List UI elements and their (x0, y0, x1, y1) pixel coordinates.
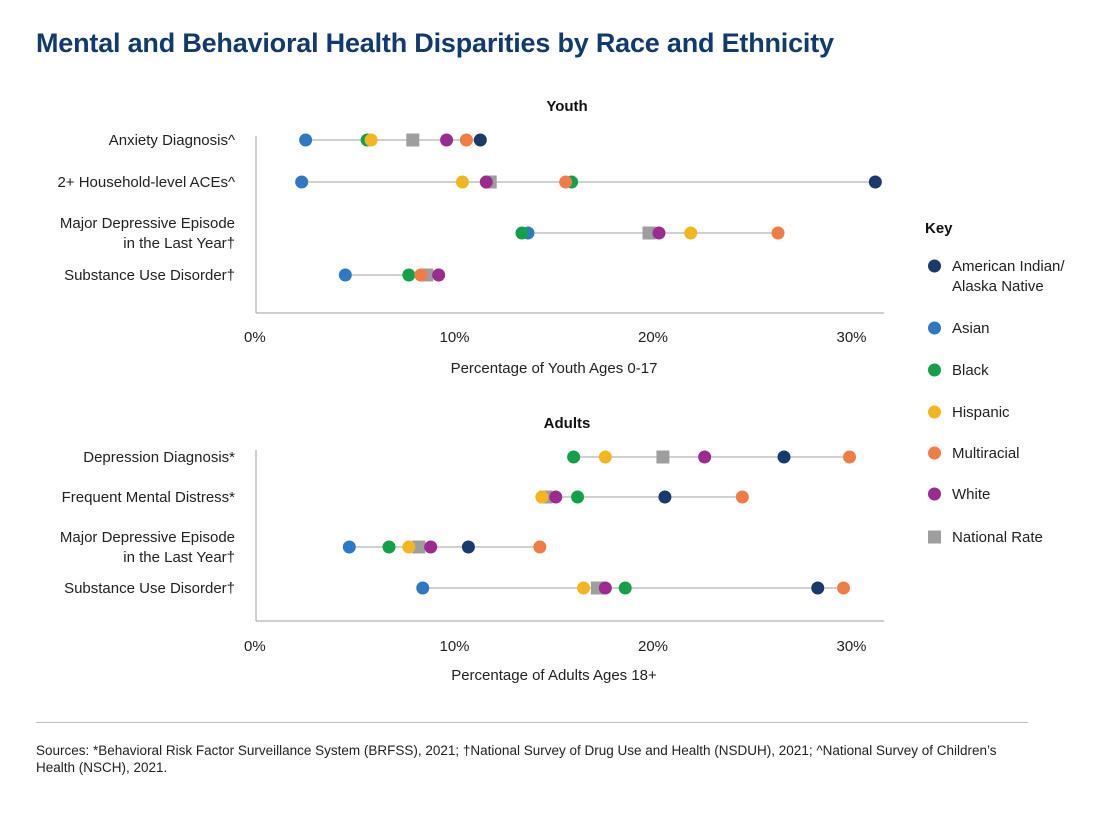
adults-asian-point (416, 581, 430, 595)
adults-category-label: Substance Use Disorder† (64, 580, 235, 597)
divider (36, 722, 1028, 723)
youth-category-label: Substance Use Disorder† (64, 267, 235, 284)
youth-hispanic-point (684, 226, 698, 240)
youth-asian-point (295, 175, 309, 189)
adults-black-point (571, 490, 585, 504)
key-swatch-asian (928, 321, 941, 335)
adults-black-point (618, 581, 632, 595)
youth-multiracial-point (414, 268, 428, 282)
key-label-national: National Rate (952, 529, 1043, 546)
youth-white-point (652, 226, 666, 240)
page-title: Mental and Behavioral Health Disparities… (36, 28, 834, 58)
youth-national-rate-marker (406, 133, 420, 147)
adults-tick-label: 10% (439, 638, 469, 655)
key-swatch-black (928, 363, 941, 377)
key-label-aian: American Indian/ (952, 258, 1065, 275)
adults-asian-point (342, 540, 356, 554)
adults-tick-label: 30% (836, 638, 866, 655)
adults-category-label: Depression Diagnosis* (83, 449, 235, 466)
adults-x-axis-title: Percentage of Adults Ages 18+ (451, 667, 657, 684)
youth-aian-point (473, 133, 487, 147)
youth-tick-label: 0% (244, 329, 266, 346)
adults-aian-point (461, 540, 475, 554)
youth-category-label: Anxiety Diagnosis^ (109, 132, 235, 149)
sources-note: Sources: *Behavioral Risk Factor Surveil… (36, 743, 997, 775)
adults-white-point (598, 581, 612, 595)
key-label-aian: Alaska Native (952, 278, 1044, 295)
youth-asian-point (299, 133, 313, 147)
youth-multiracial-point (459, 133, 473, 147)
youth-tick-label: 30% (836, 329, 866, 346)
adults-hispanic-point (598, 450, 612, 464)
adults-white-point (549, 490, 563, 504)
youth-multiracial-point (559, 175, 573, 189)
key-label-white: White (952, 486, 990, 503)
adults-tick-label: 0% (244, 638, 266, 655)
youth-white-point (432, 268, 446, 282)
adults-aian-point (658, 490, 672, 504)
dot-plot-chart: Youth 0% 10% 20% 30% Percentage of Youth Ages… (57, 98, 1065, 684)
youth-category-label: 2+ Household-level ACEs^ (57, 174, 235, 191)
adults-multiracial-point (843, 450, 857, 464)
youth-asian-point (338, 268, 352, 282)
adults-hispanic-point (402, 540, 416, 554)
youth-tick-label: 10% (439, 329, 469, 346)
adults-white-point (424, 540, 438, 554)
adults-national-rate-marker (412, 540, 426, 554)
adults-multiracial-point (837, 581, 851, 595)
adults-aian-point (811, 581, 825, 595)
key-label-multiracial: Multiracial (952, 445, 1020, 462)
adults-category-label: Frequent Mental Distress* (62, 489, 236, 506)
youth-multiracial-point (771, 226, 785, 240)
youth-x-axis-title: Percentage of Youth Ages 0-17 (451, 360, 658, 377)
youth-tick-label: 20% (638, 329, 668, 346)
youth-white-point (440, 133, 454, 147)
key-swatch-aian (928, 259, 941, 273)
youth-hispanic-point (364, 133, 378, 147)
key-swatch-hispanic (928, 405, 941, 419)
youth-black-point (515, 226, 529, 240)
adults-category-label: in the Last Year† (123, 549, 235, 566)
key-swatch-national (928, 530, 941, 544)
adults-black-point (382, 540, 396, 554)
adults-black-point (567, 450, 581, 464)
youth-aian-point (868, 175, 882, 189)
key-swatch-white (928, 487, 941, 501)
adults-hispanic-point (535, 490, 549, 504)
key-label-black: Black (952, 362, 989, 379)
adults-national-rate-marker (656, 450, 670, 464)
youth-hispanic-point (455, 175, 469, 189)
adults-tick-label: 20% (638, 638, 668, 655)
youth-panel-title: Youth (546, 98, 587, 115)
youth-black-point (402, 268, 416, 282)
key-title: Key (925, 220, 953, 237)
key-label-asian: Asian (952, 320, 990, 337)
adults-hispanic-point (577, 581, 591, 595)
adults-category-label: Major Depressive Episode (60, 529, 235, 546)
key-label-hispanic: Hispanic (952, 404, 1010, 421)
key-swatch-multiracial (928, 446, 941, 460)
youth-national-rate-marker (642, 226, 656, 240)
adults-multiracial-point (735, 490, 749, 504)
adults-aian-point (777, 450, 791, 464)
youth-category-label: in the Last Year† (123, 235, 235, 252)
youth-category-label: Major Depressive Episode (60, 215, 235, 232)
adults-multiracial-point (533, 540, 547, 554)
adults-panel-title: Adults (544, 415, 591, 432)
youth-white-point (479, 175, 493, 189)
adults-white-point (698, 450, 712, 464)
